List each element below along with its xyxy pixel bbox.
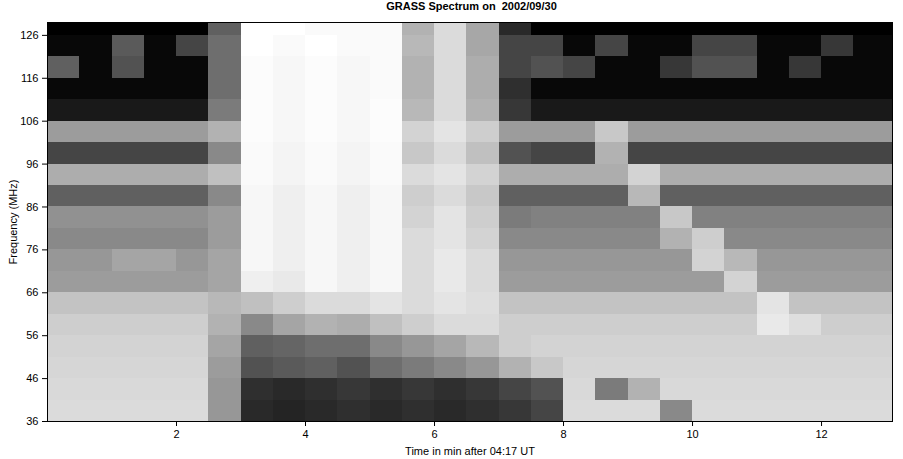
svg-text:106: 106 [20, 115, 38, 127]
svg-text:10: 10 [686, 428, 698, 440]
svg-text:Frequency (MHz): Frequency (MHz) [7, 180, 19, 265]
svg-text:66: 66 [26, 286, 38, 298]
svg-text:56: 56 [26, 329, 38, 341]
svg-text:36: 36 [26, 415, 38, 427]
svg-text:116: 116 [21, 72, 39, 84]
svg-text:Time in min after 04:17 UT: Time in min after 04:17 UT [405, 445, 535, 457]
svg-text:86: 86 [26, 201, 38, 213]
svg-text:2: 2 [173, 428, 179, 440]
svg-text:4: 4 [302, 428, 308, 440]
html-text:GRASS Spectrum on 2002/09/30: GRASS Spectrum on 2002/09/30 [386, 0, 557, 12]
svg-text:6: 6 [431, 428, 437, 440]
svg-text:96: 96 [26, 158, 38, 170]
svg-text:8: 8 [560, 428, 566, 440]
svg-text:46: 46 [26, 372, 38, 384]
svg-text:76: 76 [26, 243, 38, 255]
svg-text:126: 126 [20, 29, 38, 41]
svg-text:12: 12 [815, 428, 827, 440]
